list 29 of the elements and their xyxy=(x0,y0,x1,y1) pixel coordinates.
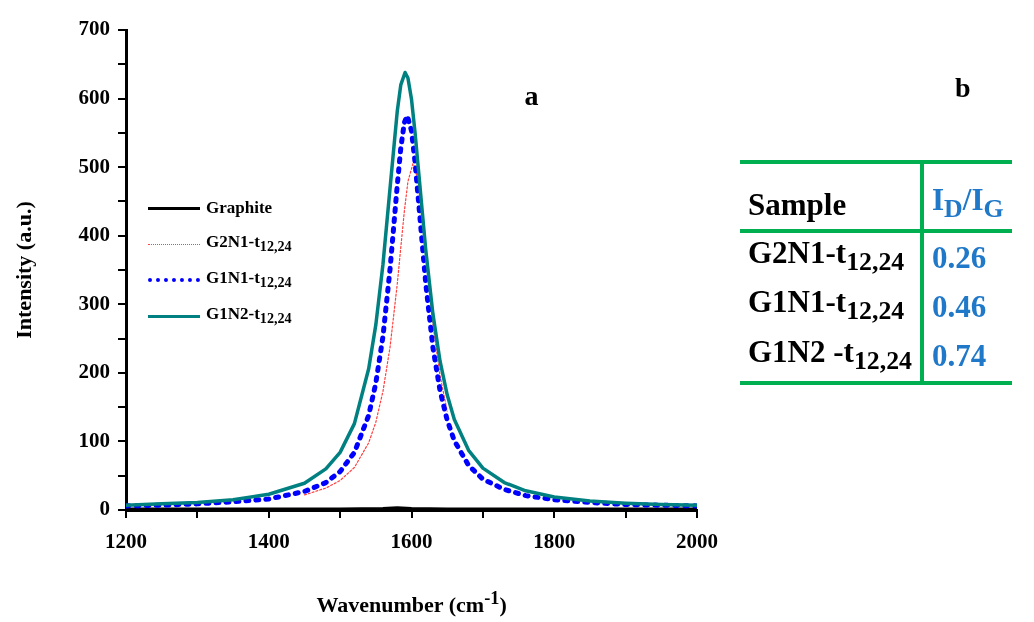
x-tick-label: 1200 xyxy=(105,529,147,554)
x-tick-label: 1400 xyxy=(247,529,290,554)
text: b xyxy=(955,72,971,104)
y-tick-label: 300 xyxy=(78,290,110,315)
text: G1N2 -t$_{12,24}$ xyxy=(740,331,923,383)
y-tick-label: 700 xyxy=(78,16,110,41)
x-tick-label: 1600 xyxy=(390,529,433,554)
legend-label: G2N1-t$_{12,24}$ xyxy=(206,232,292,256)
y-tick-label: 0 xyxy=(99,496,110,521)
text: I$_{D}$/I$_{G}$ xyxy=(922,162,1012,232)
y-tick-label: 100 xyxy=(78,427,110,452)
text: 0.26 xyxy=(931,238,988,277)
text: a xyxy=(524,80,539,111)
x-tick-label: 1800 xyxy=(533,529,576,554)
y-axis-title: Intensity (a.u.) xyxy=(10,201,37,339)
y-tick-label: 400 xyxy=(78,222,110,247)
y-tick-label: 600 xyxy=(78,84,110,109)
x-axis-title: Wavenumber (cm$^{-1}$) xyxy=(316,588,507,619)
legend-label: Graphite xyxy=(206,198,273,218)
text: G2N1-t$_{12,24}$ xyxy=(740,231,923,283)
text: G1N1-t$_{12,24}$ xyxy=(740,282,923,332)
y-tick-label: 200 xyxy=(78,359,110,384)
text: Sample xyxy=(740,162,923,232)
legend-label: G1N2-t$_{12,24}$ xyxy=(206,304,292,328)
y-tick-label: 500 xyxy=(78,153,110,178)
x-tick-label: 2000 xyxy=(676,529,718,554)
legend-label: G1N1-t$_{12,24}$ xyxy=(206,268,292,292)
text: 0.46 xyxy=(931,287,988,326)
text: 0.74 xyxy=(931,337,988,376)
